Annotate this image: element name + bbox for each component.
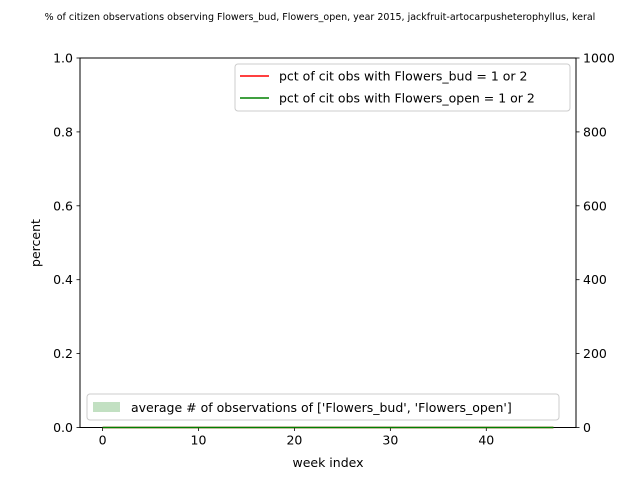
y2-tick-label: 200 xyxy=(583,346,607,361)
y-tick-label: 0.0 xyxy=(53,420,73,435)
x-tick-label: 10 xyxy=(191,433,207,448)
legend-lines-box xyxy=(234,63,571,112)
legend-label-flowers-bud: pct of cit obs with Flowers_bud = 1 or 2 xyxy=(279,69,527,84)
legend-swatch-observations xyxy=(93,402,120,412)
chart-title: % of citizen observations observing Flow… xyxy=(45,12,596,23)
x-axis-label: week index xyxy=(292,455,363,470)
y2-tick-label: 1000 xyxy=(583,51,615,66)
x-tick-label: 20 xyxy=(286,433,302,448)
y-tick-label: 0.2 xyxy=(53,346,73,361)
y2-tick-label: 0 xyxy=(583,420,591,435)
x-axis: 0 10 20 30 40 xyxy=(99,427,494,448)
y-tick-label: 0.4 xyxy=(53,272,73,287)
y-tick-label: 0.8 xyxy=(53,124,73,139)
legend-label-observations: average # of observations of ['Flowers_b… xyxy=(131,400,512,415)
x-tick-label: 30 xyxy=(382,433,398,448)
y-tick-label: 0.6 xyxy=(53,198,73,213)
legend-area-box xyxy=(86,393,560,421)
y2-tick-label: 400 xyxy=(583,272,607,287)
x-tick-label: 40 xyxy=(478,433,494,448)
y2-tick-label: 600 xyxy=(583,198,607,213)
legend-lines: pct of cit obs with Flowers_bud = 1 or 2… xyxy=(234,63,571,112)
y2-tick-label: 800 xyxy=(583,124,607,139)
legend-label-flowers-open: pct of cit obs with Flowers_open = 1 or … xyxy=(279,91,535,106)
right-y-axis: 0 200 400 600 800 1000 xyxy=(576,51,615,435)
y-axis-label: percent xyxy=(28,219,43,267)
y-tick-label: 1.0 xyxy=(53,51,73,66)
legend-area: average # of observations of ['Flowers_b… xyxy=(86,393,560,421)
x-tick-label: 0 xyxy=(99,433,107,448)
left-y-axis: 0.0 0.2 0.4 0.6 0.8 1.0 xyxy=(53,51,80,435)
